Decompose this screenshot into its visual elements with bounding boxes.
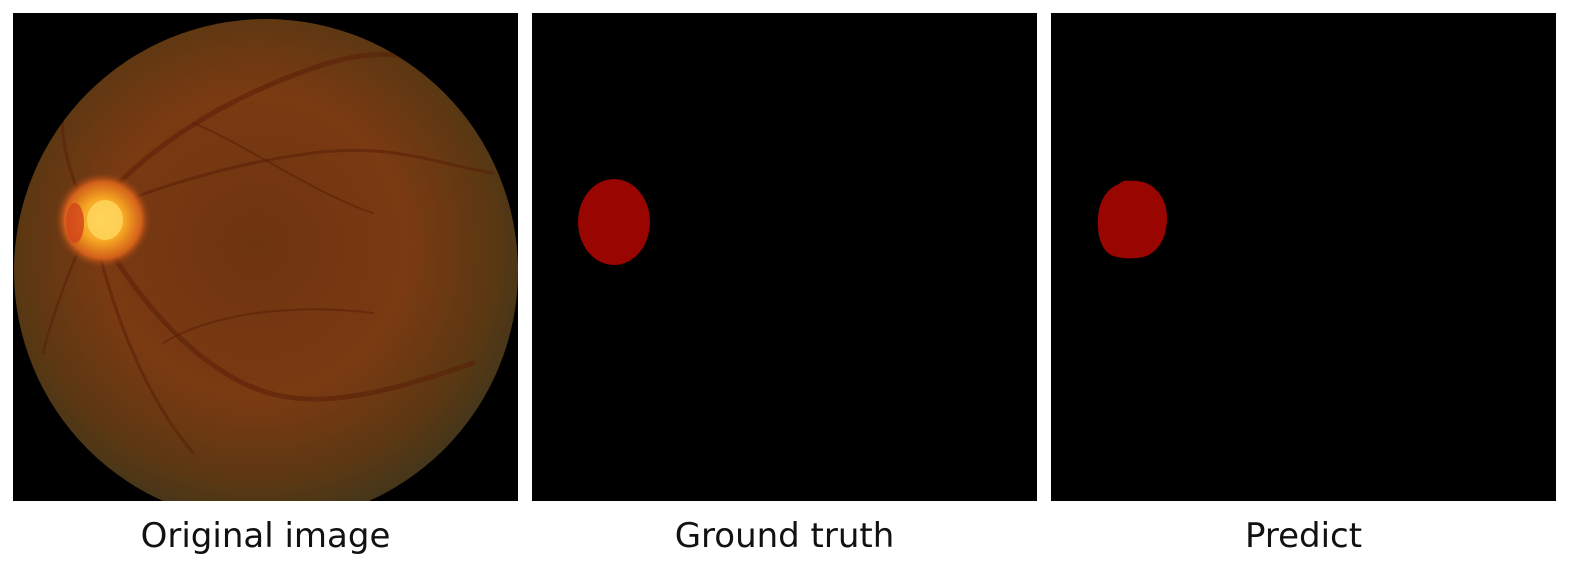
predict-caption: Predict (1244, 516, 1363, 556)
ground-truth-caption: Ground truth (674, 516, 895, 556)
original-image-panel (13, 13, 518, 501)
original-image-caption: Original image (140, 516, 391, 556)
predicted-optic-disc-mask (1097, 180, 1167, 259)
ground-truth-panel (532, 13, 1037, 501)
optic-cup (87, 200, 123, 240)
ground-truth-mask (532, 13, 1037, 501)
ground-truth-optic-disc-mask (578, 179, 650, 265)
predict-mask (1051, 13, 1556, 501)
fundus-disc (14, 19, 518, 501)
predict-panel (1051, 13, 1556, 501)
fundus-photograph (13, 13, 518, 501)
